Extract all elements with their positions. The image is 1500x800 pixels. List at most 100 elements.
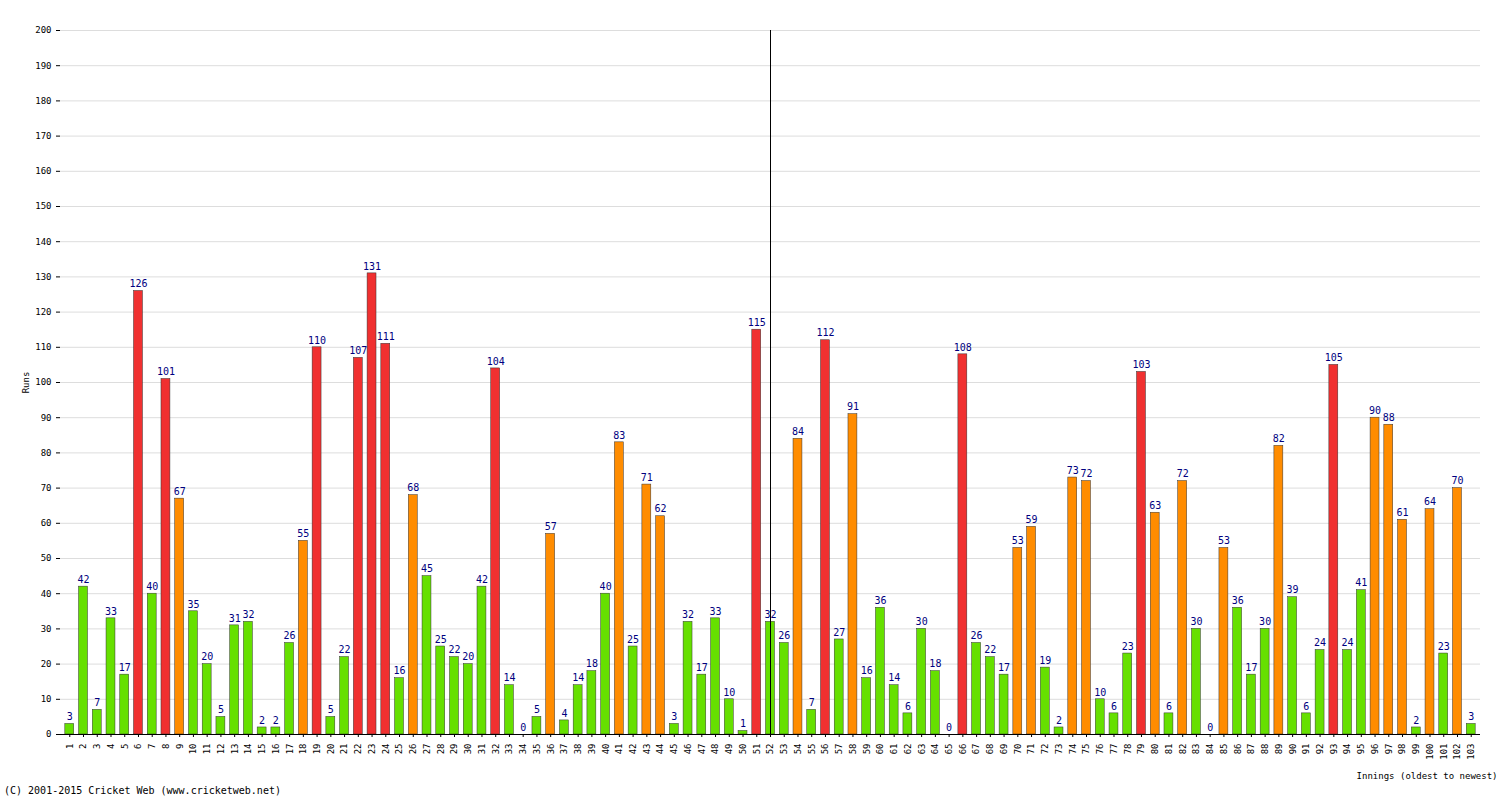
svg-text:69: 69 [999, 744, 1009, 755]
svg-text:32: 32 [491, 744, 501, 755]
svg-text:27: 27 [833, 627, 845, 638]
svg-text:22: 22 [339, 644, 351, 655]
svg-text:31: 31 [229, 613, 241, 624]
svg-text:84: 84 [1205, 744, 1215, 755]
svg-text:46: 46 [683, 744, 693, 755]
svg-text:59: 59 [1026, 514, 1038, 525]
svg-text:84: 84 [792, 426, 804, 437]
svg-text:23: 23 [1122, 641, 1134, 652]
svg-text:24: 24 [381, 744, 391, 755]
svg-text:5: 5 [328, 704, 334, 715]
svg-text:110: 110 [308, 335, 326, 346]
svg-text:83: 83 [613, 430, 625, 441]
svg-text:68: 68 [407, 482, 419, 493]
svg-text:108: 108 [954, 342, 972, 353]
svg-text:2: 2 [259, 715, 265, 726]
svg-text:2: 2 [1056, 715, 1062, 726]
svg-text:42: 42 [628, 744, 638, 755]
svg-text:6: 6 [1111, 701, 1117, 712]
svg-text:4: 4 [106, 744, 116, 749]
svg-text:42: 42 [77, 574, 89, 585]
svg-text:77: 77 [1109, 744, 1119, 755]
svg-text:90: 90 [41, 413, 52, 423]
svg-text:0: 0 [46, 729, 51, 739]
svg-text:33: 33 [710, 606, 722, 617]
svg-text:126: 126 [129, 278, 147, 289]
svg-text:10: 10 [41, 694, 52, 704]
svg-text:20: 20 [326, 744, 336, 755]
svg-text:110: 110 [35, 342, 51, 352]
svg-text:55: 55 [297, 528, 309, 539]
svg-text:41: 41 [1355, 577, 1367, 588]
svg-text:30: 30 [1259, 616, 1271, 627]
svg-text:63: 63 [1149, 500, 1161, 511]
svg-text:39: 39 [587, 744, 597, 755]
svg-text:131: 131 [363, 261, 381, 272]
svg-text:67: 67 [971, 744, 981, 755]
svg-text:90: 90 [1369, 405, 1381, 416]
svg-text:39: 39 [1287, 584, 1299, 595]
svg-text:140: 140 [35, 237, 51, 247]
svg-text:7: 7 [809, 697, 815, 708]
svg-text:30: 30 [1190, 616, 1202, 627]
svg-text:76: 76 [1095, 744, 1105, 755]
svg-text:40: 40 [601, 744, 611, 755]
svg-text:64: 64 [1424, 496, 1436, 507]
svg-text:200: 200 [35, 25, 51, 35]
svg-text:70: 70 [1451, 475, 1463, 486]
svg-text:1: 1 [740, 718, 746, 729]
svg-text:18: 18 [298, 744, 308, 755]
svg-text:60: 60 [875, 744, 885, 755]
svg-text:50: 50 [41, 553, 52, 563]
svg-text:4: 4 [561, 708, 567, 719]
svg-text:66: 66 [958, 744, 968, 755]
svg-text:67: 67 [174, 486, 186, 497]
svg-text:61: 61 [1397, 507, 1409, 518]
svg-text:5: 5 [120, 744, 130, 749]
svg-text:22: 22 [984, 644, 996, 655]
svg-text:105: 105 [1325, 352, 1343, 363]
svg-text:6: 6 [905, 701, 911, 712]
svg-text:6: 6 [133, 744, 143, 749]
svg-text:9: 9 [175, 744, 185, 749]
svg-text:30: 30 [463, 744, 473, 755]
svg-text:26: 26 [408, 744, 418, 755]
svg-text:70: 70 [41, 483, 52, 493]
svg-text:180: 180 [35, 96, 51, 106]
svg-text:2: 2 [273, 715, 279, 726]
svg-text:53: 53 [779, 744, 789, 755]
svg-text:24: 24 [1314, 637, 1326, 648]
svg-text:62: 62 [903, 744, 913, 755]
svg-text:0: 0 [1207, 722, 1213, 733]
svg-text:58: 58 [848, 744, 858, 755]
svg-text:83: 83 [1191, 744, 1201, 755]
svg-text:40: 40 [600, 581, 612, 592]
svg-text:80: 80 [1150, 744, 1160, 755]
svg-text:104: 104 [487, 356, 505, 367]
svg-text:45: 45 [669, 744, 679, 755]
svg-text:5: 5 [534, 704, 540, 715]
svg-text:112: 112 [816, 327, 834, 338]
svg-text:94: 94 [1342, 744, 1352, 755]
svg-text:72: 72 [1177, 468, 1189, 479]
svg-text:29: 29 [449, 744, 459, 755]
svg-text:73: 73 [1067, 465, 1079, 476]
svg-text:14: 14 [888, 672, 900, 683]
svg-text:102: 102 [1452, 744, 1462, 760]
svg-text:12: 12 [216, 744, 226, 755]
svg-text:19: 19 [312, 744, 322, 755]
svg-text:7: 7 [147, 744, 157, 749]
svg-text:68: 68 [985, 744, 995, 755]
svg-text:92: 92 [1315, 744, 1325, 755]
svg-text:13: 13 [230, 744, 240, 755]
svg-text:111: 111 [377, 331, 395, 342]
svg-text:51: 51 [752, 744, 762, 755]
svg-text:190: 190 [35, 61, 51, 71]
svg-text:56: 56 [820, 744, 830, 755]
svg-text:10: 10 [723, 687, 735, 698]
svg-text:52: 52 [765, 744, 775, 755]
svg-text:36: 36 [874, 595, 886, 606]
svg-text:40: 40 [146, 581, 158, 592]
svg-text:26: 26 [971, 630, 983, 641]
svg-text:75: 75 [1081, 744, 1091, 755]
